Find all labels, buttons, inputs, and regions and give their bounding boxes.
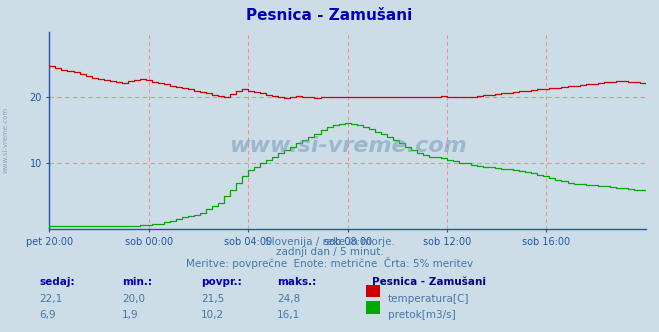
Text: 21,5: 21,5 [201,294,224,304]
Text: pretok[m3/s]: pretok[m3/s] [388,310,456,320]
Text: 10,2: 10,2 [201,310,224,320]
Text: 16,1: 16,1 [277,310,300,320]
Text: maks.:: maks.: [277,277,316,287]
Text: zadnji dan / 5 minut.: zadnji dan / 5 minut. [275,247,384,257]
Text: Pesnica - Zamušani: Pesnica - Zamušani [372,277,486,287]
Text: min.:: min.: [122,277,152,287]
Text: 1,9: 1,9 [122,310,138,320]
Text: www.si-vreme.com: www.si-vreme.com [229,136,467,156]
Text: 24,8: 24,8 [277,294,300,304]
Text: temperatura[C]: temperatura[C] [388,294,470,304]
Text: 22,1: 22,1 [40,294,63,304]
Text: Pesnica - Zamušani: Pesnica - Zamušani [246,8,413,23]
Text: 20,0: 20,0 [122,294,145,304]
Text: 6,9: 6,9 [40,310,56,320]
Text: Slovenija / reke in morje.: Slovenija / reke in morje. [264,237,395,247]
Text: Meritve: povprečne  Enote: metrične  Črta: 5% meritev: Meritve: povprečne Enote: metrične Črta:… [186,257,473,269]
Text: povpr.:: povpr.: [201,277,242,287]
Text: sedaj:: sedaj: [40,277,75,287]
Text: www.si-vreme.com: www.si-vreme.com [2,106,9,173]
